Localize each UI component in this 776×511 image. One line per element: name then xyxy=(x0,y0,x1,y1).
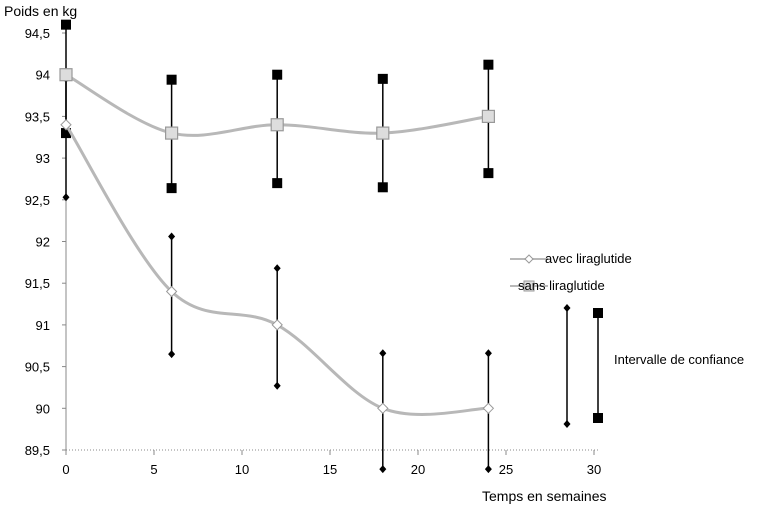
ci-end-square xyxy=(377,182,388,193)
point-avec xyxy=(377,402,389,415)
y-tick-label: 92 xyxy=(36,235,50,250)
legend-label-sans: sans liraglutide xyxy=(518,278,605,293)
x-axis-title: Temps en semaines xyxy=(482,488,607,504)
legend-square-icon xyxy=(523,280,535,292)
point-sans xyxy=(165,126,179,140)
point-sans xyxy=(59,68,73,82)
axes xyxy=(65,28,600,451)
legend-diamond-icon xyxy=(524,254,534,264)
x-tick-label: 5 xyxy=(150,462,157,477)
legend-ci-square-top-icon xyxy=(593,308,603,318)
ci-end-square xyxy=(483,59,494,70)
legend-ci-diamond-bottom-icon xyxy=(563,420,571,428)
point-sans xyxy=(376,126,390,140)
ci-end-square xyxy=(61,128,71,139)
y-tick-label: 91,5 xyxy=(25,276,50,291)
ci-end-diamond xyxy=(168,232,176,241)
ci-end-diamond xyxy=(168,350,176,359)
legend-item-avec: avec liraglutide xyxy=(510,251,632,266)
x-tick-label: 25 xyxy=(499,462,513,477)
point-avec xyxy=(165,285,178,298)
ci-end-square xyxy=(483,168,494,179)
y-tick-label: 93,5 xyxy=(25,109,50,124)
ci-end-diamond xyxy=(484,349,492,358)
ci-end-diamond xyxy=(273,381,281,390)
point-avec xyxy=(60,119,72,131)
y-tick-label: 94 xyxy=(36,68,50,83)
point-sans xyxy=(270,118,284,132)
y-tick-label: 92,5 xyxy=(25,193,50,208)
point-avec xyxy=(271,319,283,331)
x-tick-labels: 0 5 10 15 20 25 30 xyxy=(62,450,601,477)
x-tick-label: 30 xyxy=(587,462,601,477)
x-tick-label: 10 xyxy=(235,462,249,477)
confidence-interval-bars xyxy=(61,19,494,474)
ci-end-square xyxy=(166,183,177,194)
legend-item-sans: sans liraglutide xyxy=(510,278,605,293)
y-tick-label: 93 xyxy=(36,151,50,166)
ci-end-square xyxy=(272,69,283,80)
legend-ci-label: Intervalle de confiance xyxy=(614,352,744,367)
ci-end-diamond xyxy=(273,264,281,273)
legend-ci-sample: Intervalle de confiance xyxy=(563,304,744,428)
ci-end-square xyxy=(166,74,177,85)
y-tick-label: 89,5 xyxy=(25,443,50,458)
ci-end-square xyxy=(377,73,388,84)
y-tick-label: 91 xyxy=(36,318,50,333)
ci-end-diamond xyxy=(379,465,387,474)
legend-ci-square-bottom-icon xyxy=(593,413,603,423)
legend-ci-diamond-top-icon xyxy=(563,304,571,312)
x-tick-label: 0 xyxy=(62,462,69,477)
series-points xyxy=(59,68,495,415)
ci-end-square xyxy=(61,19,71,30)
ci-end-square xyxy=(272,178,283,189)
x-tick-label: 15 xyxy=(323,462,337,477)
series-line-avec xyxy=(64,123,489,416)
point-sans xyxy=(481,109,495,124)
ci-end-diamond xyxy=(484,465,492,474)
y-tick-label: 90,5 xyxy=(25,360,50,375)
ci-end-diamond xyxy=(62,193,70,202)
y-tick-labels: 89,5 90 90,5 91 91,5 92 92,5 93 93,5 94 94,5 xyxy=(25,26,66,458)
y-tick-label: 94,5 xyxy=(25,26,50,41)
x-tick-label: 20 xyxy=(411,462,425,477)
legend-label-avec: avec liraglutide xyxy=(545,251,632,266)
y-axis-title: Poids en kg xyxy=(4,3,77,19)
ci-end-diamond xyxy=(379,349,387,358)
y-tick-label: 90 xyxy=(36,401,50,416)
legend: avec liraglutide sans liraglutide Interv… xyxy=(510,251,744,428)
point-avec xyxy=(482,402,495,415)
